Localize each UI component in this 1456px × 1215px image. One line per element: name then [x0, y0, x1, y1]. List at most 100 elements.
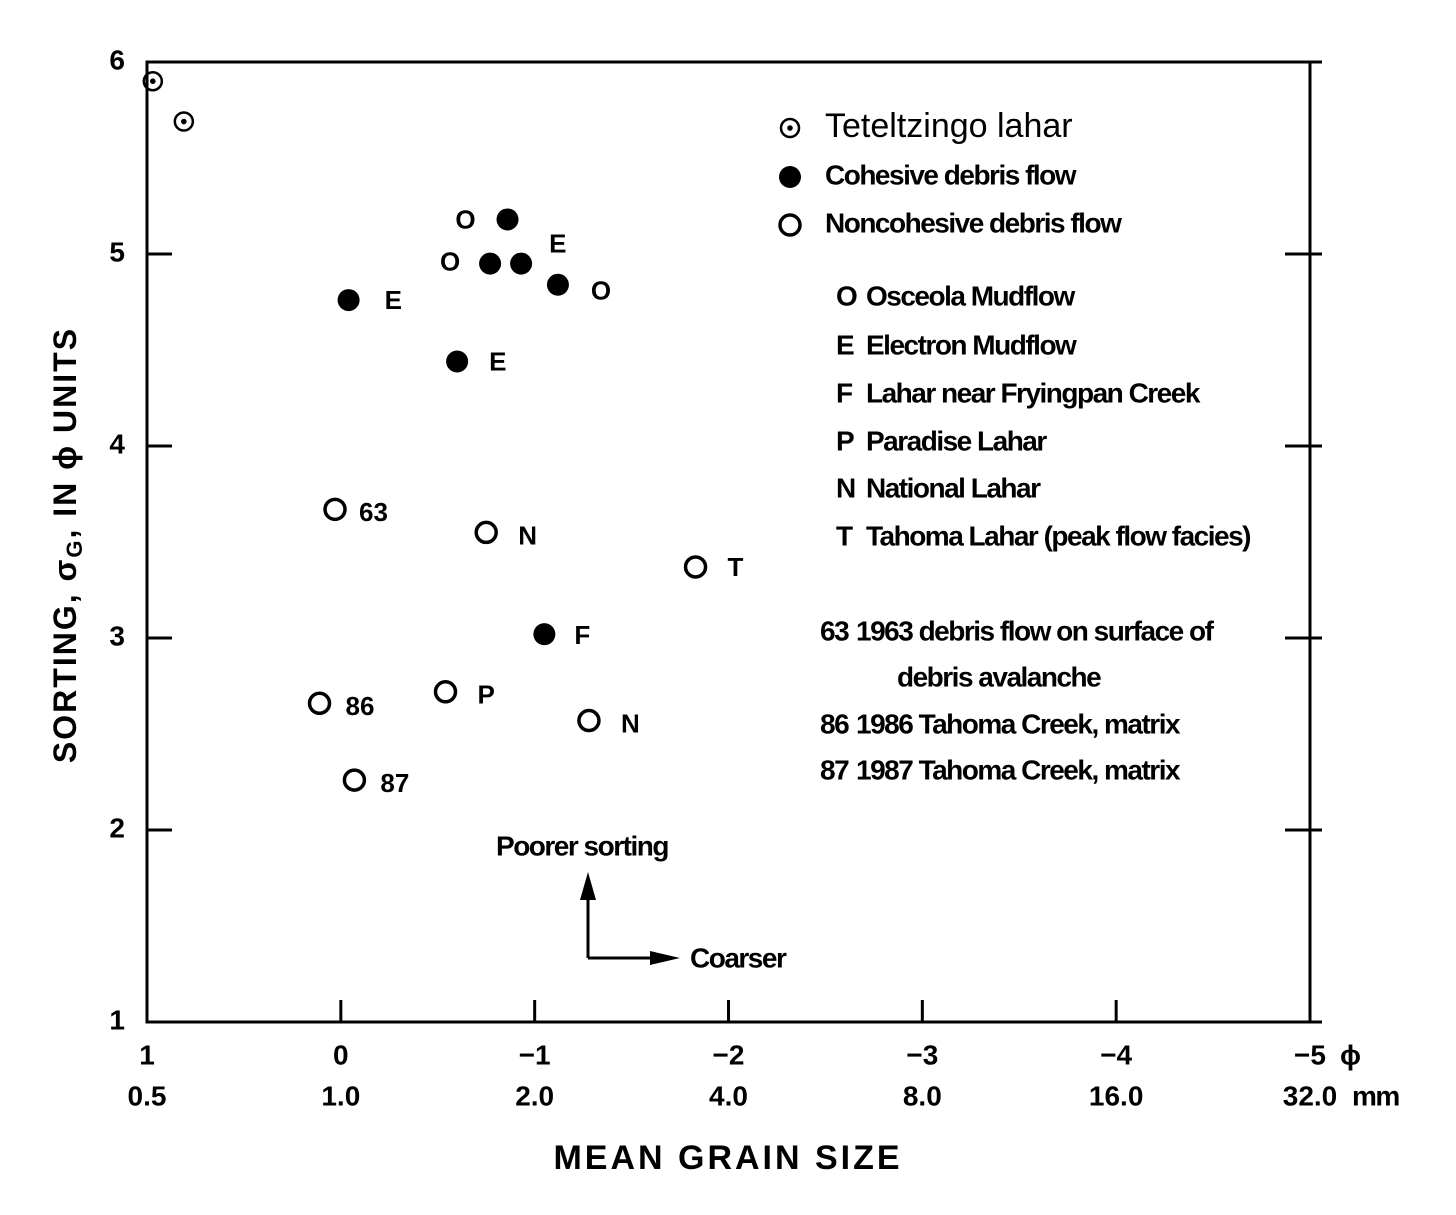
point-shape	[173, 111, 195, 132]
key-symbol: 63	[820, 615, 849, 646]
x2-tick-label: 2.0	[515, 1080, 554, 1111]
x2-tick-label: 8.0	[903, 1080, 942, 1111]
point	[779, 166, 801, 188]
y-axis-title: SORTING, σG, IN ϕ UNITS	[47, 327, 86, 763]
point-shape	[342, 768, 367, 792]
direction-arrows	[580, 872, 680, 965]
point-shape	[533, 623, 556, 646]
key-text: National Lahar	[866, 472, 1041, 503]
point	[510, 252, 533, 275]
point-label: 63	[359, 497, 388, 527]
point-label: T	[728, 552, 744, 582]
point-label: O	[591, 276, 611, 306]
point-shape	[446, 350, 469, 373]
x2-tick-label: 0.5	[128, 1080, 167, 1111]
x-tick-label: −5	[1294, 1039, 1326, 1070]
point-shape	[510, 252, 533, 275]
point-dot	[181, 118, 187, 125]
y-tick-label: 5	[109, 236, 125, 267]
point	[496, 208, 519, 231]
point	[533, 623, 556, 646]
point-shape	[778, 213, 802, 237]
point-label: N	[621, 708, 640, 738]
y-tick-label: 3	[109, 620, 125, 651]
y-tick-label: 6	[109, 44, 125, 75]
x2-tick-label: 32.0	[1283, 1080, 1338, 1111]
point-label: O	[440, 246, 460, 276]
point	[479, 252, 502, 275]
key-symbol: E	[836, 329, 854, 360]
x2-tick-label: 16.0	[1089, 1080, 1144, 1111]
key-symbol: T	[836, 520, 853, 551]
x2-tick-label: 4.0	[709, 1080, 748, 1111]
point-shape	[474, 520, 498, 545]
point-shape	[323, 497, 347, 522]
point-label: E	[549, 228, 566, 258]
point	[546, 273, 569, 296]
key-text: Paradise Lahar	[866, 425, 1047, 456]
point-shape	[142, 70, 164, 92]
key-text: debris avalanche	[897, 661, 1101, 692]
legend-label: Cohesive debris flow	[825, 159, 1077, 190]
x-tick-label: 0	[333, 1039, 349, 1070]
y-tick-label: 2	[109, 812, 125, 843]
key-text: Osceola Mudflow	[866, 280, 1075, 311]
key-text: Electron Mudflow	[866, 329, 1077, 360]
point	[778, 213, 802, 237]
point-dot	[787, 125, 793, 131]
x-tick-label: −1	[519, 1039, 551, 1070]
point	[683, 555, 708, 579]
point	[323, 497, 347, 522]
point-label: P	[478, 680, 495, 710]
annotation: Coarser	[690, 942, 787, 973]
key-text: Tahoma Lahar (peak flow facies)	[866, 520, 1250, 551]
point-label: N	[518, 520, 537, 550]
key-text: 1986 Tahoma Creek, matrix	[856, 708, 1181, 739]
point-dot	[150, 78, 156, 84]
point-label: E	[385, 285, 402, 315]
point-shape	[337, 289, 360, 312]
point-shape	[683, 555, 708, 579]
point-label: 87	[380, 768, 409, 798]
key-text: 1963 debris flow on surface of	[856, 615, 1215, 646]
point	[342, 768, 367, 792]
y-title-subscript: G	[62, 538, 87, 557]
point-shape	[546, 273, 569, 296]
point-shape	[779, 166, 801, 188]
point-label: F	[574, 620, 590, 650]
y-tick-label: 1	[109, 1004, 125, 1035]
x2-tick-label: 1.0	[321, 1080, 360, 1111]
legend-label: Noncohesive debris flow	[825, 207, 1122, 238]
point-label: O	[455, 204, 475, 234]
point-shape	[779, 117, 801, 139]
point-shape	[433, 680, 458, 704]
x-unit-label: ϕ	[1340, 1039, 1361, 1070]
x-axis-title: MEAN GRAIN SIZE	[553, 1139, 902, 1177]
point-shape	[307, 691, 332, 716]
x-tick-label: 1	[139, 1039, 155, 1070]
point	[433, 680, 458, 704]
point-shape	[496, 208, 519, 231]
x-tick-label: −3	[906, 1039, 938, 1070]
point	[337, 289, 360, 312]
point-shape	[577, 708, 601, 733]
point	[474, 520, 498, 545]
x-tick-label: −2	[713, 1039, 745, 1070]
annotation: Poorer sorting	[496, 830, 668, 861]
key-symbol: N	[836, 472, 855, 503]
point	[307, 691, 332, 716]
x-tick-label: −4	[1100, 1039, 1132, 1070]
key-text: Lahar near Fryingpan Creek	[866, 377, 1201, 408]
key-symbol: O	[836, 280, 857, 311]
key-symbol: F	[836, 377, 853, 408]
point-shape	[479, 252, 502, 275]
y-title-part: SORTING, σ	[47, 558, 83, 763]
legend-label: Teteltzingo lahar	[825, 107, 1073, 145]
point	[446, 350, 469, 373]
y-title-part: , IN ϕ UNITS	[47, 327, 83, 539]
x2-unit-label: mm	[1352, 1080, 1399, 1111]
point-label: 86	[346, 691, 375, 721]
y-tick-label: 4	[109, 428, 125, 459]
key-text: 1987 Tahoma Creek, matrix	[856, 754, 1181, 785]
